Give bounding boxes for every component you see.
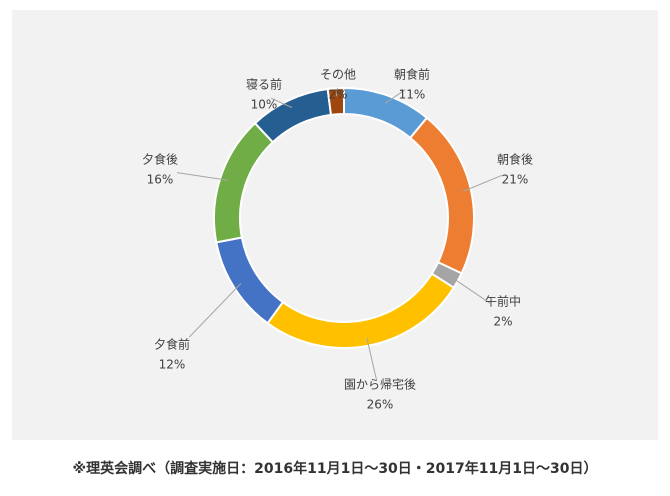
category-label: 夕食前 [154,337,190,352]
donut-slice [326,86,345,116]
chart-area [12,10,658,440]
value-label: 11% [399,88,426,102]
category-label: 朝食後 [497,152,533,167]
category-label: 園から帰宅後 [344,377,416,392]
value-label: 12% [159,358,186,372]
leader-line [335,87,339,97]
value-label: 21% [502,173,529,187]
leader-line [270,97,293,109]
leader-line [450,276,491,304]
value-label: 10% [251,98,278,112]
category-label: 午前中 [485,294,521,309]
category-label: 寝る前 [246,77,282,92]
leader-line [176,172,229,181]
value-label: 2% [328,88,347,102]
note: ※理英会調べ（調査実施日：2016年11月1日～30日・2017年11月1日～3… [73,460,598,477]
category-label: 夕食後 [142,152,178,167]
leader-line [188,283,242,338]
leader-line [366,337,378,381]
category-label: 朝食前 [394,67,430,82]
category-label: その他 [320,68,356,82]
value-label: 2% [493,315,512,329]
value-label: 26% [367,398,394,412]
leader-line [462,174,503,192]
leader-line [385,89,406,104]
value-label: 16% [147,173,174,187]
